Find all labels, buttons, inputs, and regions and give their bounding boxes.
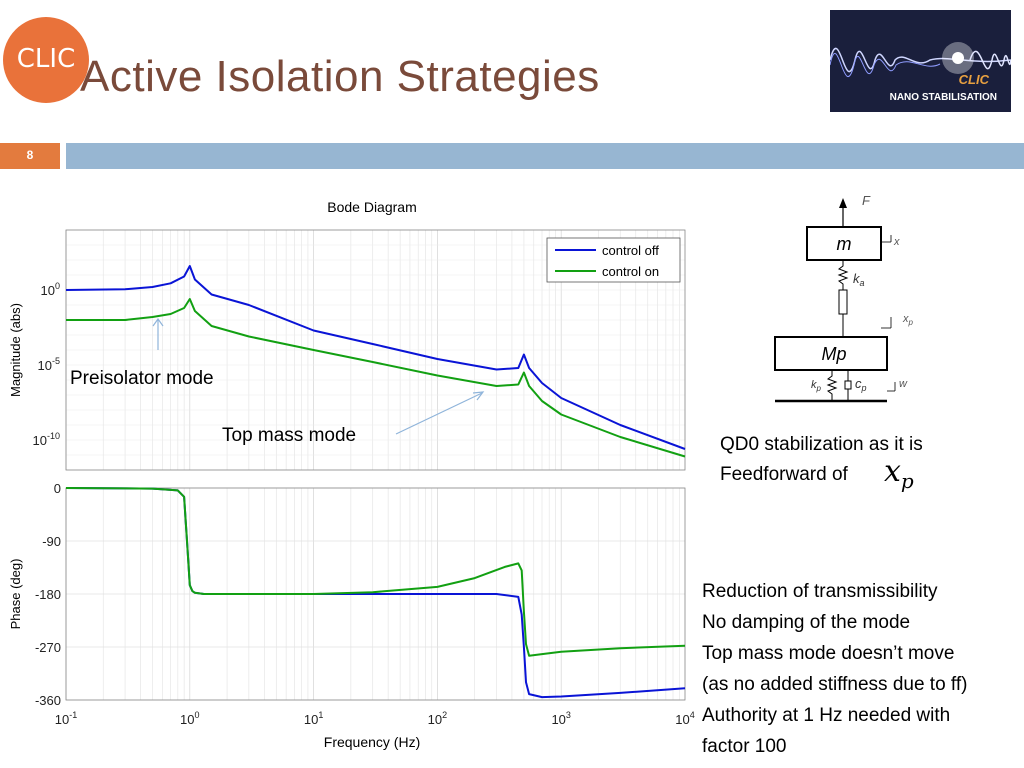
- spring-kp-sub: p: [816, 384, 822, 393]
- slide-number-bar: [0, 143, 60, 169]
- preisolator-arrowhead: [152, 317, 164, 327]
- ground-displacement-label: w: [899, 378, 908, 390]
- phase-axis-label: Phase (deg): [8, 559, 23, 630]
- frequency-tick-label: 10-1: [55, 710, 77, 727]
- qd0-line-1: QD0 stabilization as it is: [720, 434, 923, 455]
- svg-text:cp: cp: [855, 376, 867, 393]
- magnitude-tick-label: 100: [41, 281, 60, 298]
- magnitude-line-control-off: [65, 265, 686, 450]
- top-mass-arrow: [395, 392, 483, 435]
- phase-axes-box: [65, 487, 686, 701]
- mass-spring-diagram: F m x ka xp Mp kp cp w: [774, 193, 914, 403]
- conclusions-list: Reduction of transmissibility No damping…: [702, 576, 967, 762]
- top-mass-block: [806, 226, 882, 261]
- slide-title: Active Isolation Strategies: [80, 52, 600, 101]
- svg-text:xp: xp: [902, 313, 914, 327]
- xp-sub: p: [908, 318, 914, 327]
- damper-cp-label: c: [855, 376, 862, 391]
- magnitude-axes-box: [65, 229, 686, 471]
- magnitude-line-control-on: [66, 298, 686, 458]
- conclusion-line: Authority at 1 Hz needed with: [702, 705, 951, 726]
- spring-kp-label: k: [811, 379, 817, 391]
- xp-symbol-x: x: [884, 454, 901, 489]
- phase-lines: [65, 487, 686, 699]
- preisolator-mode-label: Preisolator mode: [70, 368, 214, 389]
- top-mass-arrowhead: [472, 391, 485, 401]
- top-mass-mode-label: Top mass mode: [222, 425, 357, 446]
- magnitude-tick-label: 10-10: [33, 431, 60, 448]
- frequency-tick-label: 102: [428, 710, 447, 727]
- top-mass-label: m: [837, 234, 852, 254]
- phase-tick-label: -180: [35, 587, 61, 602]
- svg-text:ka: ka: [853, 271, 865, 288]
- phase-tick-label: 0: [54, 481, 61, 496]
- legend-label-control-off: control off: [602, 243, 659, 258]
- frequency-axis-label: Frequency (Hz): [324, 734, 420, 750]
- spring-ka-label: k: [853, 271, 861, 286]
- wave-graphic: [830, 42, 1011, 77]
- xp-symbol: xp: [884, 454, 914, 493]
- clic-logo: [3, 17, 89, 103]
- force-label: F: [862, 193, 871, 208]
- frequency-tick-label: 100: [180, 710, 199, 727]
- conclusion-line: factor 100: [702, 736, 787, 757]
- phase-tick-label: -270: [35, 640, 61, 655]
- conclusion-line: Reduction of transmissibility: [702, 581, 938, 602]
- banner-subtitle: NANO STABILISATION: [889, 92, 997, 103]
- damper-cp-sub: p: [861, 383, 867, 393]
- conclusion-line: Top mass mode doesn’t move: [702, 643, 955, 664]
- frequency-x-ticks: 10-1 100 101 102 103 104: [55, 710, 695, 727]
- force-arrowhead: [839, 198, 847, 208]
- magnitude-axis-label: Magnitude (abs): [8, 303, 23, 397]
- magnitude-y-ticks: 100 10-5 10-10: [33, 281, 60, 448]
- conclusion-line: (as no added stiffness due to ff): [702, 674, 968, 695]
- phase-line-control-on: [65, 487, 686, 657]
- xp-symbol-sub: p: [900, 469, 914, 493]
- xp-label: x: [902, 313, 909, 325]
- phase-tick-label: -90: [42, 534, 61, 549]
- slide-number: 8: [26, 148, 34, 162]
- header-divider-bar: [66, 143, 1024, 169]
- preisolator-mass-label: Mp: [821, 344, 846, 364]
- bode-diagram: Bode Diagram 100 10-5 10-10 0 -90 -180 -270 -3…: [8, 199, 695, 750]
- svg-text:kp: kp: [811, 379, 822, 393]
- preisolator-mass-block: [774, 336, 888, 371]
- banner-clic-label: CLIC: [958, 72, 989, 87]
- frequency-tick-label: 103: [551, 710, 570, 727]
- spring-kp: [826, 370, 838, 401]
- magnitude-lines: [65, 265, 686, 458]
- phase-tick-label: -360: [35, 693, 61, 708]
- chart-legend: control off control on: [546, 237, 681, 283]
- magnitude-tick-label: 10-5: [38, 356, 60, 373]
- nano-stabilisation-banner: CLIC NANO STABILISATION: [830, 10, 1011, 112]
- legend-box: [546, 237, 681, 283]
- conclusion-line: No damping of the mode: [702, 612, 911, 633]
- spring-ka: [837, 260, 849, 290]
- actuator: [838, 289, 848, 315]
- legend-label-control-on: control on: [602, 264, 659, 279]
- spring-ka-sub: a: [860, 278, 865, 288]
- clic-logo-text: CLIC: [16, 44, 76, 74]
- qd0-line-2: Feedforward of: [720, 464, 848, 485]
- phase-y-ticks: 0 -90 -180 -270 -360: [35, 481, 61, 708]
- frequency-tick-label: 104: [675, 710, 694, 727]
- chart-title: Bode Diagram: [327, 199, 417, 215]
- top-mass-displacement-label: x: [893, 236, 900, 248]
- frequency-tick-label: 101: [304, 710, 323, 727]
